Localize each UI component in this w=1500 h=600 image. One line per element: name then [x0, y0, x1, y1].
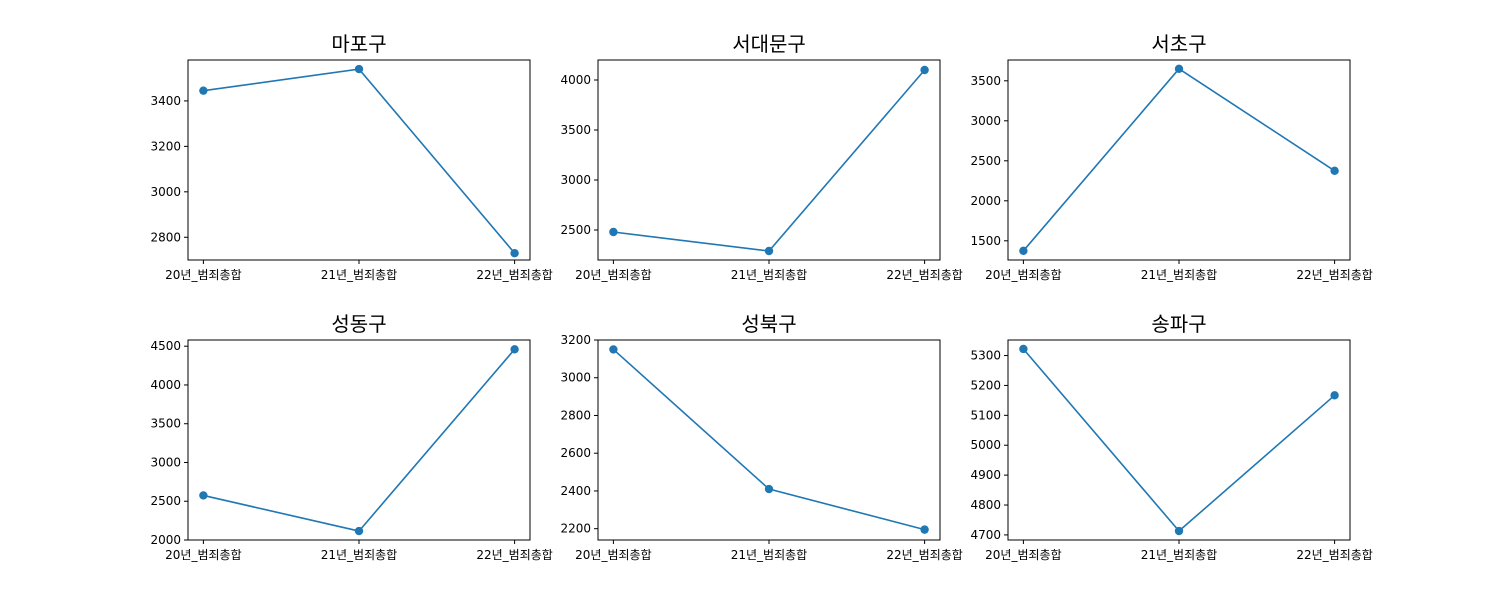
y-tick-label: 2600 [560, 446, 591, 460]
y-tick-label: 3200 [560, 333, 591, 347]
x-tick-label: 22년_범죄총합 [476, 268, 552, 282]
x-tick-label: 21년_범죄총합 [321, 268, 397, 282]
x-tick-label: 22년_범죄총합 [886, 548, 962, 562]
y-tick-label: 1500 [970, 234, 1001, 248]
data-point [199, 86, 208, 95]
y-tick-label: 2500 [970, 154, 1001, 168]
series-line [1022, 348, 1336, 533]
data-point [1174, 64, 1184, 74]
data-point [609, 345, 618, 354]
axes-frame [187, 339, 531, 541]
x-tick-label: 22년_범죄총합 [1296, 548, 1372, 562]
axes-frame [597, 59, 941, 261]
y-tick-label: 3000 [970, 114, 1001, 128]
data-point [1019, 344, 1028, 354]
x-tick-label: 20년_범죄총합 [985, 268, 1061, 282]
y-tick-label: 2000 [970, 194, 1001, 208]
y-tick-label: 4900 [970, 468, 1001, 482]
y-tick-label: 3500 [150, 417, 181, 431]
x-tick-label: 20년_범죄총합 [575, 268, 651, 282]
subplot-5: 성북구 2200 2400 2600 2800 3000 3200 20년_범죄총합 21년_범… [560, 312, 962, 562]
y-tick-label: 2200 [560, 522, 591, 536]
y-tick-label: 2800 [150, 230, 181, 244]
y-tick-label: 2000 [150, 533, 181, 547]
data-point [609, 227, 618, 237]
y-tick-label: 2500 [560, 223, 591, 237]
subplot-6: 송파구 4700 4800 4900 5000 5100 5200 5300 20년_범죄총합 2… [970, 312, 1372, 562]
y-tick-label: 3000 [560, 173, 591, 187]
y-tick-label: 3000 [150, 185, 181, 199]
y-tick-label: 4800 [970, 498, 1001, 512]
subplot-title: 송파구 [1151, 312, 1206, 336]
axes-frame [1007, 339, 1351, 541]
x-tick-label: 21년_범죄총합 [1141, 548, 1217, 562]
y-tick-label: 5000 [970, 438, 1001, 452]
subplot-2: 서대문구 2500 3000 3500 4000 20년_범죄총합 21년_범죄총합 22년_… [560, 32, 962, 282]
x-tick-label: 21년_범죄총합 [731, 268, 807, 282]
x-tick-label: 21년_범죄총합 [321, 548, 397, 562]
subplot-title: 성북구 [741, 312, 796, 336]
data-point [920, 525, 929, 534]
x-tick-label: 20년_범죄총합 [165, 548, 241, 562]
data-point [199, 491, 208, 500]
y-tick-label: 5100 [970, 408, 1001, 422]
data-point [1330, 166, 1339, 175]
subplot-title: 서대문구 [732, 32, 806, 56]
axes-frame [597, 339, 941, 541]
series-line [1022, 67, 1336, 252]
data-point [354, 526, 364, 536]
y-tick-label: 2500 [150, 494, 181, 508]
y-tick-label: 3200 [150, 139, 181, 153]
data-point [354, 64, 364, 74]
y-tick-label: 4000 [150, 378, 181, 392]
data-point [1019, 246, 1028, 255]
series-line [203, 348, 516, 532]
subplot-title: 서초구 [1151, 32, 1206, 56]
data-point [1330, 391, 1339, 400]
series-line [613, 69, 926, 252]
subplot-3: 서초구 1500 2000 2500 3000 3500 20년_범죄총합 21년_범죄총합 2… [970, 32, 1372, 282]
y-tick-label: 2400 [560, 484, 591, 498]
series-line [203, 68, 516, 254]
x-tick-label: 22년_범죄총합 [476, 548, 552, 562]
x-tick-label: 21년_범죄총합 [731, 548, 807, 562]
subplot-1: 마포구 2800 3000 3200 3400 20년_범죄총합 21년_범죄총합 22년_범… [150, 32, 552, 282]
y-tick-label: 3500 [970, 74, 1001, 88]
y-tick-label: 4000 [560, 73, 591, 87]
y-tick-label: 5200 [970, 378, 1001, 392]
data-point [1174, 526, 1184, 536]
axes-frame [187, 59, 531, 261]
data-point [764, 484, 774, 494]
subplot-4: 성동구 2000 2500 3000 3500 4000 4500 20년_범죄총합 21년_범… [150, 312, 552, 562]
y-tick-label: 3000 [150, 455, 181, 469]
x-tick-label: 22년_범죄총합 [886, 268, 962, 282]
x-tick-label: 20년_범죄총합 [575, 548, 651, 562]
x-tick-label: 20년_범죄총합 [165, 268, 241, 282]
data-point [764, 246, 774, 256]
series-line [612, 348, 925, 531]
y-tick-label: 3000 [560, 371, 591, 385]
y-tick-label: 5300 [970, 349, 1001, 363]
axes-frame [1007, 59, 1351, 261]
subplot-title: 성동구 [331, 312, 386, 336]
data-point [920, 65, 929, 75]
data-point [510, 345, 519, 354]
x-tick-label: 22년_범죄총합 [1296, 268, 1372, 282]
y-tick-label: 4500 [150, 339, 181, 353]
data-point [510, 248, 519, 258]
x-tick-label: 21년_범죄총합 [1141, 268, 1217, 282]
y-tick-label: 3500 [560, 123, 591, 137]
subplot-title: 마포구 [331, 32, 386, 56]
y-tick-label: 3400 [150, 94, 181, 108]
x-tick-label: 20년_범죄총합 [985, 548, 1061, 562]
y-tick-label: 2800 [560, 408, 591, 422]
y-tick-label: 4700 [970, 528, 1001, 542]
